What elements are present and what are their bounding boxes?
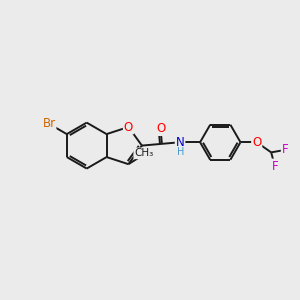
- Text: F: F: [272, 160, 278, 172]
- Text: O: O: [252, 136, 261, 149]
- Text: F: F: [282, 143, 288, 156]
- Text: Br: Br: [42, 117, 56, 130]
- Text: H: H: [177, 147, 184, 157]
- Text: CH₃: CH₃: [134, 148, 154, 158]
- Text: O: O: [124, 121, 133, 134]
- Text: O: O: [156, 122, 165, 135]
- Text: N: N: [176, 136, 184, 149]
